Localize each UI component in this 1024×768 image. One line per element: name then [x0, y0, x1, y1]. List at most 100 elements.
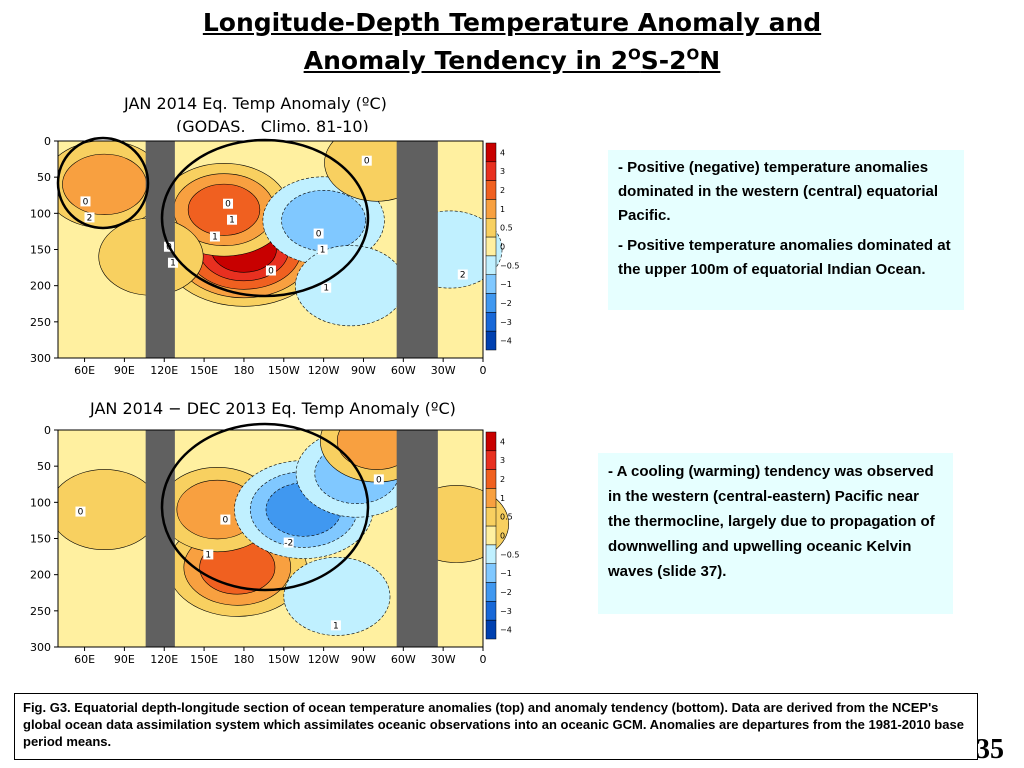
colorbar-label: −3: [500, 318, 512, 327]
x-tick-label: 150E: [190, 364, 218, 377]
note-box-bottom: - A cooling (warming) tendency was obser…: [598, 453, 953, 614]
x-tick-label: 30W: [431, 653, 456, 666]
contour-label-bg: [80, 196, 91, 207]
colorbar-swatch: [485, 180, 497, 200]
colorbar-swatch: [485, 330, 497, 351]
colorbar-swatch: [485, 199, 497, 219]
y-tick-label: 150: [30, 533, 51, 546]
margin-bottom: [58, 647, 483, 666]
contour-label-bg: [373, 474, 384, 485]
colorbar-label: −0.5: [500, 261, 519, 270]
colorbar-swatch: [485, 142, 497, 163]
x-tick-label: 120W: [308, 653, 340, 666]
slide-number: 35: [976, 734, 1004, 765]
y-tick-label: 300: [30, 641, 51, 654]
x-tick-label: 180: [233, 653, 254, 666]
colorbar-swatch: [485, 236, 497, 257]
highlight-circle: [56, 136, 150, 230]
anomaly-contour: [295, 245, 406, 327]
x-tick-label: 150W: [268, 364, 300, 377]
colorbar-label: 3: [500, 167, 505, 176]
colorbar-label: 1: [500, 205, 505, 214]
colorbar-label: 2: [500, 475, 505, 484]
colorbar-swatch: [485, 488, 497, 508]
contour-label-bg: [321, 282, 332, 293]
y-tick-label: 200: [30, 569, 51, 582]
x-tick-label: 180: [233, 364, 254, 377]
colorbar-swatch: [485, 507, 497, 527]
slide-title: Longitude-Depth Temperature Anomaly and …: [0, 6, 1024, 77]
contour-label: 1: [212, 233, 218, 243]
figure-caption: Fig. G3. Equatorial depth-longitude sect…: [14, 693, 978, 760]
contour-label-bg: [203, 549, 214, 560]
contour-label: 2: [87, 213, 93, 223]
x-tick-label: 60E: [74, 364, 95, 377]
x-tick-label: 30W: [431, 364, 456, 377]
colorbar-label: −1: [500, 280, 512, 289]
colorbar-label: 1: [500, 494, 505, 503]
contour-label: 1: [229, 216, 235, 226]
note-item: - Positive (negative) temperature anomal…: [618, 159, 939, 224]
colorbar-label: 0: [500, 532, 505, 541]
top-chart-subtitle: (GODAS, Climo. 81-10): [176, 117, 369, 136]
margin-left: [10, 421, 58, 666]
contour-label-bg: [317, 244, 328, 255]
contour-label-bg: [227, 214, 238, 225]
contour-label: 1: [320, 246, 326, 256]
x-tick-label: 0: [480, 364, 487, 377]
margin-right: [483, 132, 486, 377]
contour-label: -2: [284, 539, 293, 549]
y-tick-label: 0: [44, 424, 51, 437]
x-tick-label: 90E: [114, 653, 135, 666]
colorbar-swatch: [485, 255, 497, 275]
contour-label-bg: [167, 257, 178, 268]
x-tick-label: 120W: [308, 364, 340, 377]
colorbar-swatch: [485, 431, 497, 452]
bottom-chart-title: JAN 2014 − DEC 2013 Eq. Temp Anomaly (ºC…: [90, 399, 456, 418]
contour-label: 1: [170, 259, 176, 269]
contour-label-bg: [283, 537, 294, 548]
y-tick-label: 100: [30, 207, 51, 220]
y-tick-label: 200: [30, 280, 51, 293]
note-item: - A cooling (warming) tendency was obser…: [608, 463, 935, 580]
top-chart-title: JAN 2014 Eq. Temp Anomaly (ºC): [124, 94, 387, 113]
colorbar-label: −0.5: [500, 550, 519, 559]
colorbar-label: −4: [500, 337, 512, 346]
colorbar-swatch: [485, 544, 497, 564]
x-tick-label: 150W: [268, 653, 300, 666]
contour-label-bg: [457, 269, 468, 280]
y-tick-label: 50: [37, 460, 51, 473]
colorbar-swatch: [485, 312, 497, 332]
colorbar-label: 4: [500, 437, 505, 446]
contour-label: 1: [323, 284, 329, 294]
x-tick-label: 120E: [150, 364, 178, 377]
y-tick-label: 300: [30, 352, 51, 365]
margin-left: [10, 132, 58, 377]
x-tick-label: 0: [480, 653, 487, 666]
x-tick-label: 90E: [114, 364, 135, 377]
colorbar-label: 4: [500, 148, 505, 157]
anomaly-contour: [49, 469, 160, 551]
contour-label: 1: [205, 550, 211, 560]
land-mask: [396, 430, 438, 647]
margin-right: [483, 421, 486, 666]
y-tick-label: 250: [30, 605, 51, 618]
colorbar-label: −2: [500, 299, 512, 308]
contour-label: 0: [83, 197, 89, 207]
note-item: - Positive temperature anomalies dominat…: [618, 237, 951, 278]
colorbar-swatch: [485, 525, 497, 546]
colorbar-label: 0: [500, 243, 505, 252]
colorbar-label: 0.5: [500, 224, 513, 233]
contour-label-bg: [75, 506, 86, 517]
contour-label-bg: [84, 212, 95, 223]
colorbar-swatch: [485, 469, 497, 489]
colorbar-swatch: [485, 619, 497, 640]
highlight-circle: [160, 138, 370, 298]
highlight-circle: [160, 422, 370, 592]
y-tick-label: 0: [44, 135, 51, 148]
x-tick-label: 60E: [74, 653, 95, 666]
colorbar-swatch: [485, 293, 497, 313]
colorbar-swatch: [485, 274, 497, 294]
land-mask: [396, 141, 438, 358]
